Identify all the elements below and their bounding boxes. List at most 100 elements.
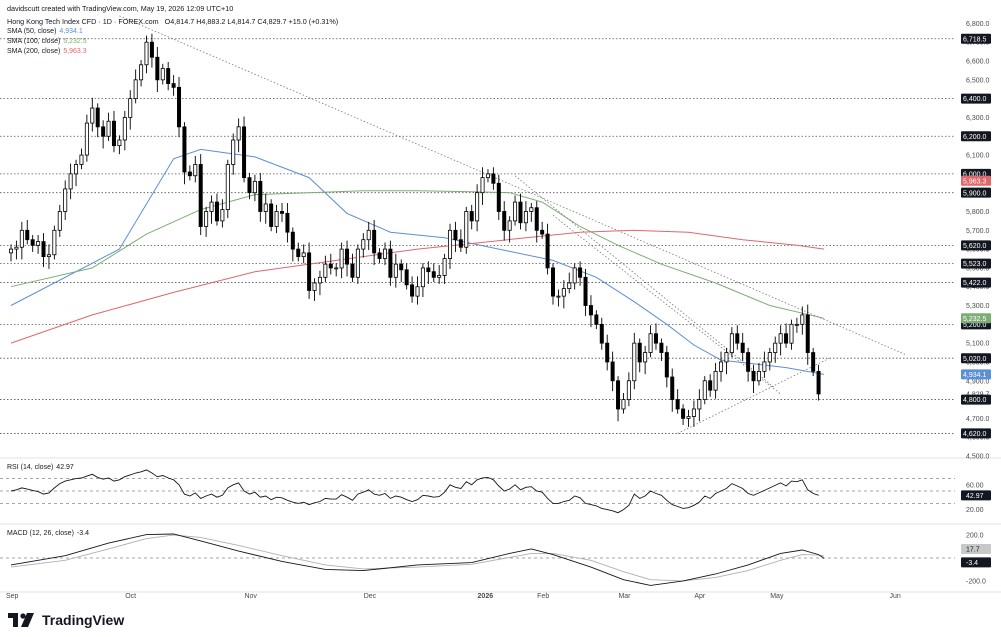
candle-down [659,342,664,353]
sma100-line [10,190,825,319]
time-tick-label: Apr [694,593,706,600]
price-tick-label: 5,300.0 [966,303,989,310]
legend-sma100[interactable]: SMA (100, close) 5,232.5 [7,38,87,45]
brand-name: TradingView [42,612,125,628]
level-badge-label: 5,422.0 [963,280,986,287]
sma200-value: 5,963.3 [63,48,87,55]
sma100-value: 5,232.5 [63,38,87,45]
candle-up [46,254,51,258]
price-tick-label: 4,900.0 [966,378,989,385]
candle-up [220,209,225,222]
candle-up [464,211,469,248]
candle-down [583,276,588,306]
candle-up [713,370,718,391]
level-badge [961,33,991,44]
candle-up [513,201,518,222]
candle-down [637,342,642,363]
candle-up [274,211,279,227]
candle-up [442,258,447,276]
time-tick-label: May [770,593,784,600]
candle-up [724,352,729,363]
candle-up [128,98,133,118]
rsi-tick-label: 60.00 [966,482,984,489]
candle-up [323,263,328,278]
candle-down [269,203,274,227]
candle-up [382,248,387,259]
candle-up [415,286,420,297]
candle-up [529,207,534,212]
legend-sma50[interactable]: SMA (50, close) 4,934.1 [7,28,83,35]
price-tick-label: 5,500.0 [966,265,989,272]
price-tick-label: 5,700.0 [966,228,989,235]
candle-up [691,408,696,417]
candle-up [729,333,734,353]
candle-up [90,107,95,124]
tradingview-logo[interactable]: TradingView [8,612,124,628]
candle-down [41,241,46,258]
legend-sma200[interactable]: SMA (200, close) 5,963.3 [7,48,87,55]
candle-up [231,139,236,165]
price-tick-label: 4,500.0 [966,454,989,461]
candle-up [778,333,783,344]
legend-macd[interactable]: MACD (12, 26, close) -3.4 [7,530,89,537]
candle-up [767,352,772,363]
candle-down [708,380,713,391]
candle-down [816,370,821,395]
candle-up [756,370,761,382]
candle-up [366,229,371,241]
candle-up [68,173,73,190]
candle-down [166,68,171,84]
rsi-badge-label: 42.97 [966,493,984,500]
candle-up [480,177,485,194]
candle-down [653,333,658,344]
candle-up [420,267,425,288]
candle-down [350,263,355,278]
level-badge [961,394,991,405]
sma200-badge-label: 5,963.3 [963,178,986,185]
tradingview-logo-icon [8,613,34,627]
sma100-badge-label: 5,232.5 [963,316,986,323]
candle-up [122,117,127,141]
candle-up [160,68,165,81]
candle-up [702,380,707,400]
candle-up [84,122,89,156]
candle-up [697,399,702,410]
candle-down [345,248,350,265]
candle-down [328,263,333,269]
candle-up [36,241,41,246]
candle-down [149,41,154,58]
level-badge [961,240,991,251]
legend-rsi[interactable]: RSI (14, close) 42.97 [7,464,74,471]
ohlc-values: O4,814.7 H4,883.2 L4,814.7 C4,829.7 +15.… [164,17,339,26]
candle-down [95,107,100,128]
candle-down [811,352,816,372]
candle-up [393,263,398,278]
candle-up [507,220,512,231]
candle-down [740,342,745,353]
candle-down [805,314,810,353]
price-tick-label: 6,300.0 [966,115,989,122]
sma200-badge [961,175,991,186]
candle-down [458,239,463,248]
candle-down [599,323,604,344]
candle-down [111,120,116,147]
candle-down [410,284,415,297]
candle-up [74,164,79,175]
candle-up [789,323,794,344]
candle-up [19,229,24,248]
candle-down [171,83,176,88]
candle-up [632,342,637,382]
sma200-line [10,229,825,344]
candle-down [784,333,789,344]
candle-down [594,314,599,325]
candle-up [361,239,366,250]
sma50-label: SMA (50, close) [7,28,57,35]
candle-up [204,211,209,227]
trendline [552,214,781,395]
sma200-label: SMA (200, close) [7,48,61,55]
candle-up [626,380,631,400]
candle-down [279,211,284,214]
chart-canvas[interactable]: 4,500.04,600.04,700.04,829.74,900.05,000… [0,0,1001,602]
sma50-badge-label: 4,934.1 [963,372,986,379]
candle-down [372,229,377,254]
